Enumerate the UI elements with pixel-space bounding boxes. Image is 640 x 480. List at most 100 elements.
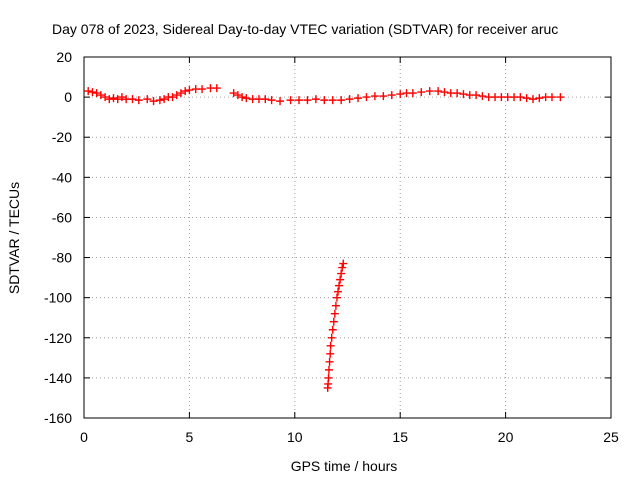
data-point xyxy=(229,89,238,98)
data-point xyxy=(330,309,339,318)
data-point xyxy=(336,275,345,284)
data-point xyxy=(529,95,538,104)
data-point xyxy=(105,95,114,104)
data-point xyxy=(472,91,481,100)
x-tick-label: 20 xyxy=(498,429,514,445)
x-tick-label: 15 xyxy=(392,429,408,445)
data-point xyxy=(101,93,110,102)
data-point xyxy=(325,357,334,366)
data-point xyxy=(379,92,388,101)
data-point xyxy=(387,91,396,100)
x-axis-label: GPS time / hours xyxy=(291,458,398,474)
data-point xyxy=(172,91,181,100)
data-point xyxy=(276,97,285,106)
y-tick-label: 0 xyxy=(64,89,72,105)
data-point xyxy=(155,96,164,105)
y-tick-label: -80 xyxy=(52,250,72,266)
data-point xyxy=(92,89,101,98)
data-point xyxy=(128,95,137,104)
data-point xyxy=(556,93,565,102)
y-tick-label: 20 xyxy=(56,49,72,65)
data-point xyxy=(362,93,371,102)
data-point xyxy=(327,333,336,342)
data-point xyxy=(311,95,320,104)
data-point xyxy=(303,96,312,105)
x-tick-label: 5 xyxy=(186,429,194,445)
data-point xyxy=(84,87,93,96)
data-point xyxy=(160,95,169,104)
y-tick-label: -60 xyxy=(52,209,72,225)
data-point xyxy=(295,96,304,105)
data-point xyxy=(117,93,126,102)
y-tick-label: -100 xyxy=(44,290,72,306)
y-axis-label: SDTVAR / TECUs xyxy=(6,182,22,294)
data-point xyxy=(338,263,347,272)
y-tick-label: -20 xyxy=(52,129,72,145)
x-tick-label: 10 xyxy=(287,429,303,445)
data-point xyxy=(408,89,417,98)
data-point xyxy=(323,383,332,392)
data-point xyxy=(113,95,122,104)
y-tick-label: -40 xyxy=(52,169,72,185)
data-point xyxy=(332,293,341,302)
data-point xyxy=(212,84,221,93)
data-point xyxy=(134,96,143,105)
data-points xyxy=(84,84,565,392)
data-point xyxy=(547,93,556,102)
data-point xyxy=(324,365,333,374)
data-point xyxy=(478,92,487,101)
data-point xyxy=(334,287,343,296)
data-point xyxy=(168,93,177,102)
data-point xyxy=(516,93,525,102)
data-point xyxy=(326,349,335,358)
y-tick-label: -160 xyxy=(44,410,72,426)
data-point xyxy=(535,94,544,103)
data-point xyxy=(425,87,434,96)
data-point xyxy=(198,85,207,94)
data-point xyxy=(328,96,337,105)
data-point xyxy=(242,94,251,103)
data-point xyxy=(337,269,346,278)
grid-layer xyxy=(84,57,611,418)
data-point xyxy=(238,93,247,102)
data-point xyxy=(345,95,354,104)
data-point xyxy=(337,96,346,105)
ticks-layer: 0 5 10 15 20 25 20 0 -20 -40 -60 -80 -100 -120 -140 -16… xyxy=(44,49,619,445)
data-point xyxy=(320,96,329,105)
data-point xyxy=(417,88,426,97)
data-point xyxy=(176,89,185,98)
plot-frame xyxy=(83,56,612,419)
y-tick-label: -120 xyxy=(44,330,72,346)
data-point xyxy=(149,97,158,106)
chart-title: Day 078 of 2023, Sidereal Day-to-day VTE… xyxy=(52,21,558,37)
data-point xyxy=(331,301,340,310)
data-point xyxy=(434,87,443,96)
data-point xyxy=(459,90,468,99)
y-tick-label: -140 xyxy=(44,370,72,386)
data-point xyxy=(181,87,190,96)
x-tick-label: 25 xyxy=(603,429,619,445)
data-point xyxy=(339,259,348,268)
data-point xyxy=(88,88,97,97)
data-point xyxy=(326,341,335,350)
data-point xyxy=(370,92,379,101)
x-tick-label: 0 xyxy=(80,429,88,445)
data-point xyxy=(267,96,276,105)
data-point xyxy=(396,90,405,99)
data-point xyxy=(328,325,337,334)
data-point xyxy=(453,89,462,98)
data-point xyxy=(522,94,531,103)
data-point xyxy=(335,281,344,290)
data-point xyxy=(286,96,295,105)
data-point xyxy=(143,95,152,104)
data-point xyxy=(96,91,105,100)
data-point xyxy=(354,94,363,103)
data-point xyxy=(109,94,118,103)
data-point xyxy=(261,95,270,104)
data-point xyxy=(233,91,242,100)
data-point xyxy=(440,88,449,97)
data-point xyxy=(329,317,338,326)
data-point xyxy=(185,86,194,95)
